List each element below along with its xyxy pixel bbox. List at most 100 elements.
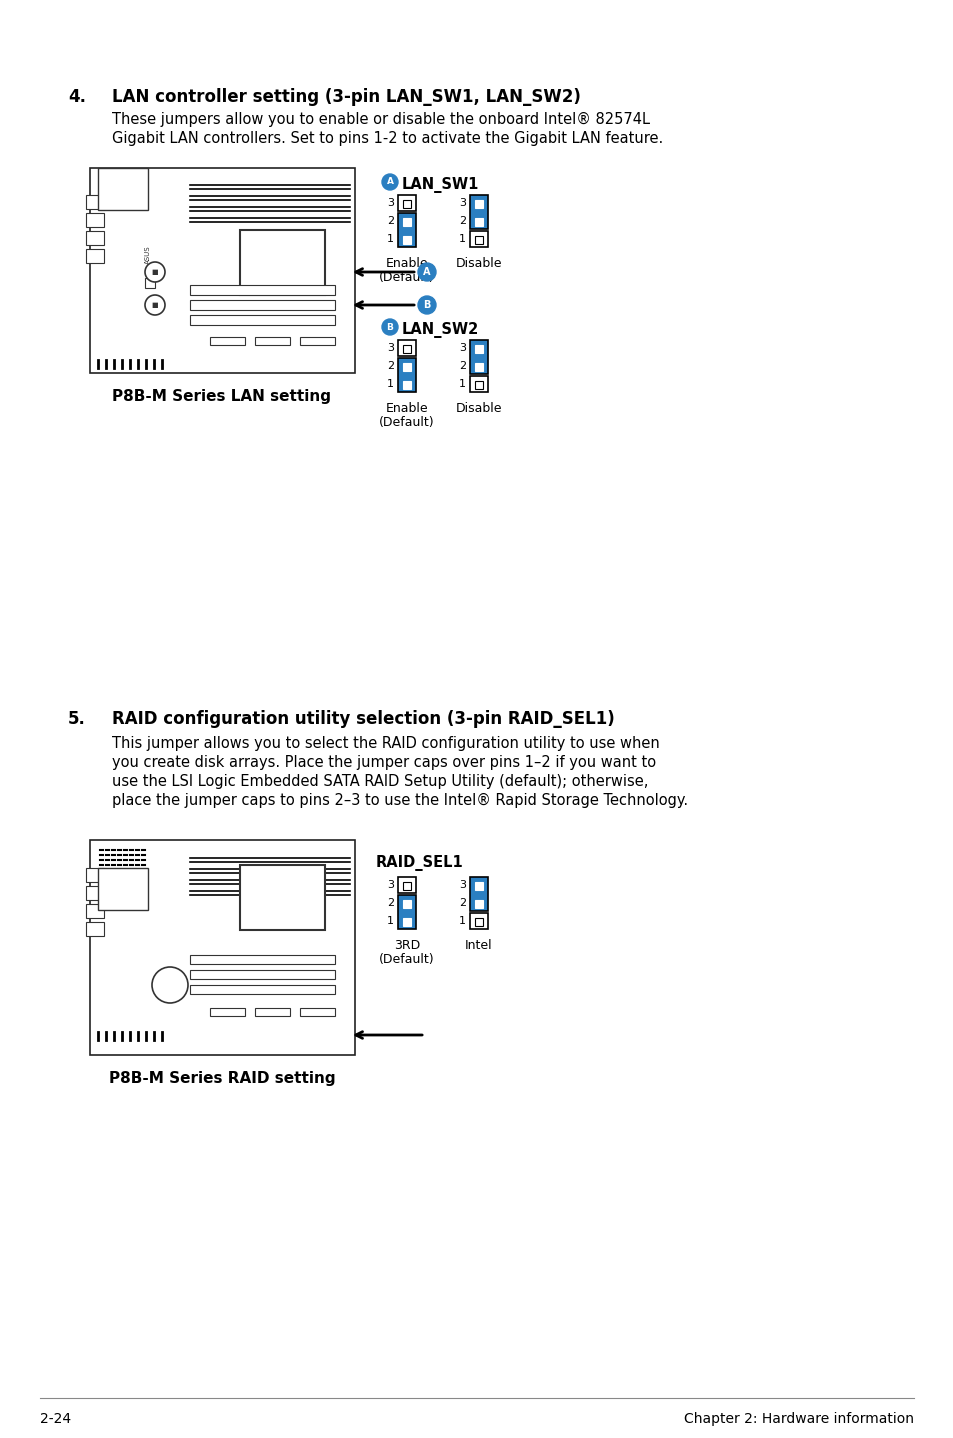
Text: 1: 1 — [458, 916, 465, 926]
Circle shape — [152, 966, 188, 1002]
FancyBboxPatch shape — [475, 345, 482, 352]
FancyBboxPatch shape — [397, 196, 416, 211]
Text: A: A — [423, 267, 431, 278]
FancyBboxPatch shape — [190, 315, 335, 325]
FancyBboxPatch shape — [210, 336, 245, 345]
FancyBboxPatch shape — [475, 381, 482, 390]
FancyBboxPatch shape — [86, 232, 104, 244]
FancyBboxPatch shape — [470, 232, 488, 247]
FancyBboxPatch shape — [240, 230, 325, 295]
FancyBboxPatch shape — [98, 869, 148, 910]
FancyBboxPatch shape — [402, 917, 411, 926]
Text: 2: 2 — [458, 361, 465, 371]
FancyBboxPatch shape — [90, 168, 355, 372]
FancyBboxPatch shape — [397, 877, 416, 893]
FancyBboxPatch shape — [86, 886, 104, 900]
Text: 3: 3 — [458, 198, 465, 209]
FancyBboxPatch shape — [86, 196, 104, 209]
Text: B: B — [386, 322, 393, 332]
Text: Enable: Enable — [385, 403, 428, 416]
FancyBboxPatch shape — [190, 985, 335, 994]
Text: Gigabit LAN controllers. Set to pins 1-2 to activate the Gigabit LAN feature.: Gigabit LAN controllers. Set to pins 1-2… — [112, 131, 662, 147]
Text: Disable: Disable — [456, 403, 501, 416]
FancyBboxPatch shape — [475, 900, 482, 907]
FancyBboxPatch shape — [299, 336, 335, 345]
FancyBboxPatch shape — [254, 336, 290, 345]
Text: 2: 2 — [387, 897, 394, 907]
FancyBboxPatch shape — [402, 345, 411, 352]
Text: P8B-M Series RAID setting: P8B-M Series RAID setting — [109, 1071, 335, 1086]
Text: (Default): (Default) — [378, 953, 435, 966]
FancyBboxPatch shape — [86, 249, 104, 263]
Circle shape — [417, 296, 436, 313]
FancyBboxPatch shape — [397, 213, 416, 247]
Text: 2: 2 — [458, 897, 465, 907]
FancyBboxPatch shape — [475, 200, 482, 209]
Circle shape — [145, 295, 165, 315]
Text: This jumper allows you to select the RAID configuration utility to use when: This jumper allows you to select the RAI… — [112, 736, 659, 751]
FancyBboxPatch shape — [190, 971, 335, 979]
FancyBboxPatch shape — [190, 285, 335, 295]
FancyBboxPatch shape — [402, 362, 411, 371]
FancyBboxPatch shape — [475, 219, 482, 226]
Text: 1: 1 — [387, 234, 394, 244]
Text: ■: ■ — [152, 302, 158, 308]
Text: B: B — [423, 301, 430, 311]
Text: LAN controller setting (3-pin LAN_SW1, LAN_SW2): LAN controller setting (3-pin LAN_SW1, L… — [112, 88, 580, 106]
Text: 2: 2 — [458, 216, 465, 226]
FancyBboxPatch shape — [299, 1008, 335, 1017]
Text: 1: 1 — [458, 380, 465, 390]
Text: Chapter 2: Hardware information: Chapter 2: Hardware information — [683, 1412, 913, 1426]
Text: Intel: Intel — [465, 939, 493, 952]
FancyBboxPatch shape — [397, 339, 416, 357]
Text: (Default): (Default) — [378, 270, 435, 283]
Text: Enable: Enable — [385, 257, 428, 270]
FancyBboxPatch shape — [86, 905, 104, 917]
FancyBboxPatch shape — [402, 200, 411, 209]
FancyBboxPatch shape — [402, 900, 411, 907]
FancyBboxPatch shape — [254, 1008, 290, 1017]
FancyBboxPatch shape — [475, 236, 482, 244]
FancyBboxPatch shape — [190, 301, 335, 311]
FancyBboxPatch shape — [86, 213, 104, 227]
FancyBboxPatch shape — [210, 1008, 245, 1017]
Text: 3: 3 — [458, 880, 465, 890]
FancyBboxPatch shape — [402, 219, 411, 226]
FancyBboxPatch shape — [86, 922, 104, 936]
Text: P8B-M Series LAN setting: P8B-M Series LAN setting — [112, 390, 331, 404]
Circle shape — [381, 319, 397, 335]
FancyBboxPatch shape — [402, 381, 411, 390]
FancyBboxPatch shape — [470, 913, 488, 929]
Text: LAN_SW1: LAN_SW1 — [401, 177, 478, 193]
FancyBboxPatch shape — [240, 866, 325, 930]
FancyBboxPatch shape — [98, 168, 148, 210]
FancyBboxPatch shape — [145, 278, 154, 288]
Circle shape — [417, 263, 436, 280]
Text: RAID_SEL1: RAID_SEL1 — [375, 856, 463, 871]
FancyBboxPatch shape — [475, 881, 482, 890]
Text: LAN_SW2: LAN_SW2 — [401, 322, 478, 338]
FancyBboxPatch shape — [397, 894, 416, 929]
FancyBboxPatch shape — [470, 877, 488, 912]
Text: 2: 2 — [387, 216, 394, 226]
Text: Disable: Disable — [456, 257, 501, 270]
Text: 3RD: 3RD — [394, 939, 419, 952]
FancyBboxPatch shape — [190, 955, 335, 963]
Circle shape — [381, 174, 397, 190]
Text: 1: 1 — [387, 916, 394, 926]
FancyBboxPatch shape — [402, 236, 411, 244]
Circle shape — [145, 262, 165, 282]
Text: place the jumper caps to pins 2–3 to use the Intel® Rapid Storage Technology.: place the jumper caps to pins 2–3 to use… — [112, 792, 687, 808]
FancyBboxPatch shape — [470, 375, 488, 393]
Text: 1: 1 — [458, 234, 465, 244]
FancyBboxPatch shape — [470, 339, 488, 374]
Text: 3: 3 — [387, 880, 394, 890]
Text: 4.: 4. — [68, 88, 86, 106]
Text: 5.: 5. — [68, 710, 86, 728]
FancyBboxPatch shape — [470, 196, 488, 229]
Text: 1: 1 — [387, 380, 394, 390]
FancyBboxPatch shape — [86, 869, 104, 881]
Text: 2: 2 — [387, 361, 394, 371]
Text: 3: 3 — [458, 344, 465, 352]
Text: use the LSI Logic Embedded SATA RAID Setup Utility (default); otherwise,: use the LSI Logic Embedded SATA RAID Set… — [112, 774, 648, 789]
